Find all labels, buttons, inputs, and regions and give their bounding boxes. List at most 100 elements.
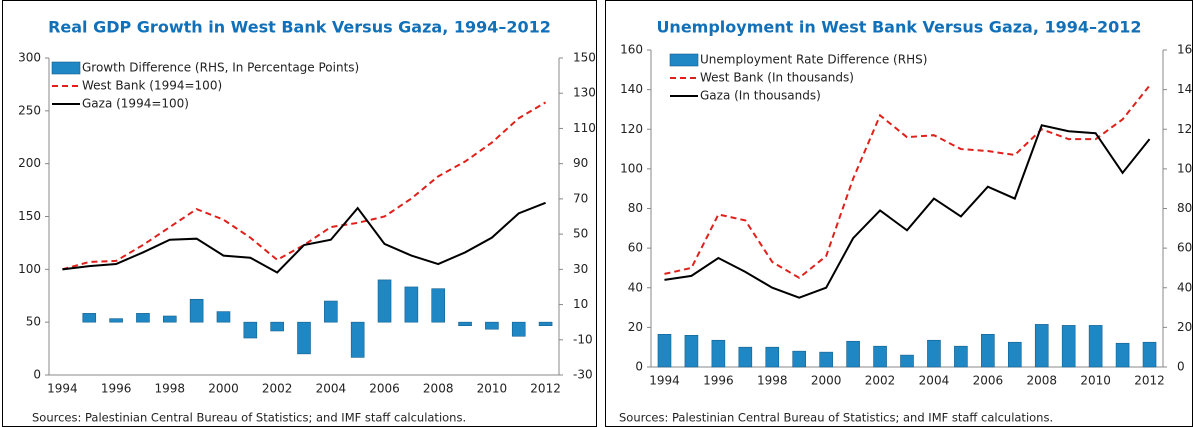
y2-tick-label: -30 — [573, 368, 593, 382]
bar — [297, 321, 311, 355]
y2-tick-label: 80 — [1177, 201, 1192, 215]
x-tick-label: 1998 — [757, 374, 788, 388]
y2-tick-label: 50 — [573, 227, 588, 241]
x-tick-label: 2012 — [530, 382, 561, 396]
y-tick-label: 80 — [628, 201, 643, 215]
x-tick-label: 1996 — [703, 374, 734, 388]
x-tick-label: 2006 — [973, 374, 1004, 388]
line-series — [664, 124, 1151, 299]
x-tick-label: 2004 — [919, 374, 950, 388]
bar — [1007, 341, 1022, 368]
bar — [109, 318, 123, 323]
bar — [846, 340, 860, 368]
bar — [657, 334, 672, 368]
bar — [350, 321, 365, 358]
bar — [538, 321, 553, 326]
bar — [270, 321, 284, 332]
bar — [377, 279, 392, 323]
line-series — [664, 85, 1151, 280]
y2-tick-label: 160 — [1177, 43, 1193, 57]
x-tick-label: 2006 — [369, 382, 400, 396]
legend-swatch — [51, 61, 81, 75]
y2-tick-label: 0 — [1177, 360, 1185, 374]
bar — [1034, 324, 1049, 368]
bar — [404, 286, 419, 323]
bar — [684, 334, 699, 368]
y2-tick-label: 60 — [1177, 241, 1192, 255]
y2-tick-label: 90 — [573, 156, 588, 170]
legend-label: Gaza (1994=100) — [82, 97, 189, 111]
x-tick-label: 1998 — [155, 382, 186, 396]
bar — [82, 313, 97, 323]
y-tick-label: 140 — [620, 82, 643, 96]
chart-title: Unemployment in West Bank Versus Gaza, 1… — [656, 18, 1141, 37]
bar — [243, 321, 258, 339]
legend-label: Gaza (In thousands) — [700, 89, 821, 103]
x-tick-label: 2012 — [1134, 374, 1165, 388]
y2-tick-label: 150 — [573, 51, 596, 65]
bar — [819, 351, 833, 368]
x-tick-label: 1994 — [649, 374, 680, 388]
bar — [1115, 342, 1130, 368]
y-tick-label: 0 — [33, 368, 41, 382]
x-tick-label: 2010 — [1080, 374, 1111, 388]
legend-label: West Bank (In thousands) — [700, 71, 854, 85]
x-tick-label: 2008 — [1026, 374, 1057, 388]
bar — [136, 313, 150, 323]
x-tick-label: 1994 — [47, 382, 78, 396]
y-tick-label: 60 — [628, 241, 643, 255]
bar — [324, 300, 338, 323]
bar — [711, 339, 726, 368]
legend-label: Growth Difference (RHS, In Percentage Po… — [82, 61, 359, 75]
bar — [485, 321, 499, 330]
x-tick-label: 2010 — [477, 382, 508, 396]
y-tick-label: 150 — [18, 209, 41, 223]
legend-label: West Bank (1994=100) — [82, 79, 222, 93]
y2-tick-label: 70 — [573, 191, 588, 205]
bar — [431, 288, 446, 323]
bar — [954, 345, 968, 368]
y2-tick-label: 130 — [573, 86, 596, 100]
y2-tick-label: 140 — [1177, 82, 1193, 96]
bar — [927, 339, 941, 368]
bar — [765, 346, 780, 368]
x-tick-label: 2000 — [811, 374, 842, 388]
x-tick-label: 2000 — [208, 382, 239, 396]
legend-label: Unemployment Rate Difference (RHS) — [700, 53, 927, 67]
source-note: Sources: Palestinian Central Bureau of S… — [32, 411, 466, 425]
x-tick-label: 2008 — [423, 382, 454, 396]
bar — [792, 350, 807, 368]
bar — [216, 311, 231, 323]
x-tick-label: 2002 — [262, 382, 293, 396]
y-tick-label: 40 — [628, 280, 643, 294]
chart-panel: Unemployment in West Bank Versus Gaza, 1… — [605, 0, 1193, 427]
bar — [900, 354, 914, 368]
y2-tick-label: 100 — [1177, 161, 1193, 175]
y2-tick-label: 30 — [573, 262, 588, 276]
line-series — [62, 201, 546, 274]
y-tick-label: 250 — [18, 103, 41, 117]
y-tick-label: 120 — [620, 122, 643, 136]
y-tick-label: 300 — [18, 51, 41, 65]
bar — [1061, 325, 1076, 368]
y-tick-label: 100 — [620, 161, 643, 175]
bar — [1142, 341, 1157, 368]
y2-tick-label: 10 — [573, 297, 588, 311]
chart-title: Real GDP Growth in West Bank Versus Gaza… — [48, 18, 551, 37]
y-tick-label: 100 — [18, 262, 41, 276]
y-tick-label: 20 — [628, 320, 643, 334]
bar — [189, 298, 204, 323]
y-tick-label: 0 — [635, 360, 643, 374]
chart-panel: Real GDP Growth in West Bank Versus Gaza… — [2, 0, 597, 427]
y2-tick-label: 20 — [1177, 320, 1192, 334]
y-tick-label: 160 — [620, 43, 643, 57]
line-series — [62, 101, 547, 271]
y-tick-label: 50 — [26, 315, 41, 329]
legend-swatch — [669, 53, 699, 67]
bar — [873, 345, 887, 368]
source-note: Sources: Palestinian Central Bureau of S… — [619, 411, 1053, 425]
bar — [458, 321, 472, 326]
bar — [162, 315, 177, 323]
x-tick-label: 1996 — [101, 382, 132, 396]
